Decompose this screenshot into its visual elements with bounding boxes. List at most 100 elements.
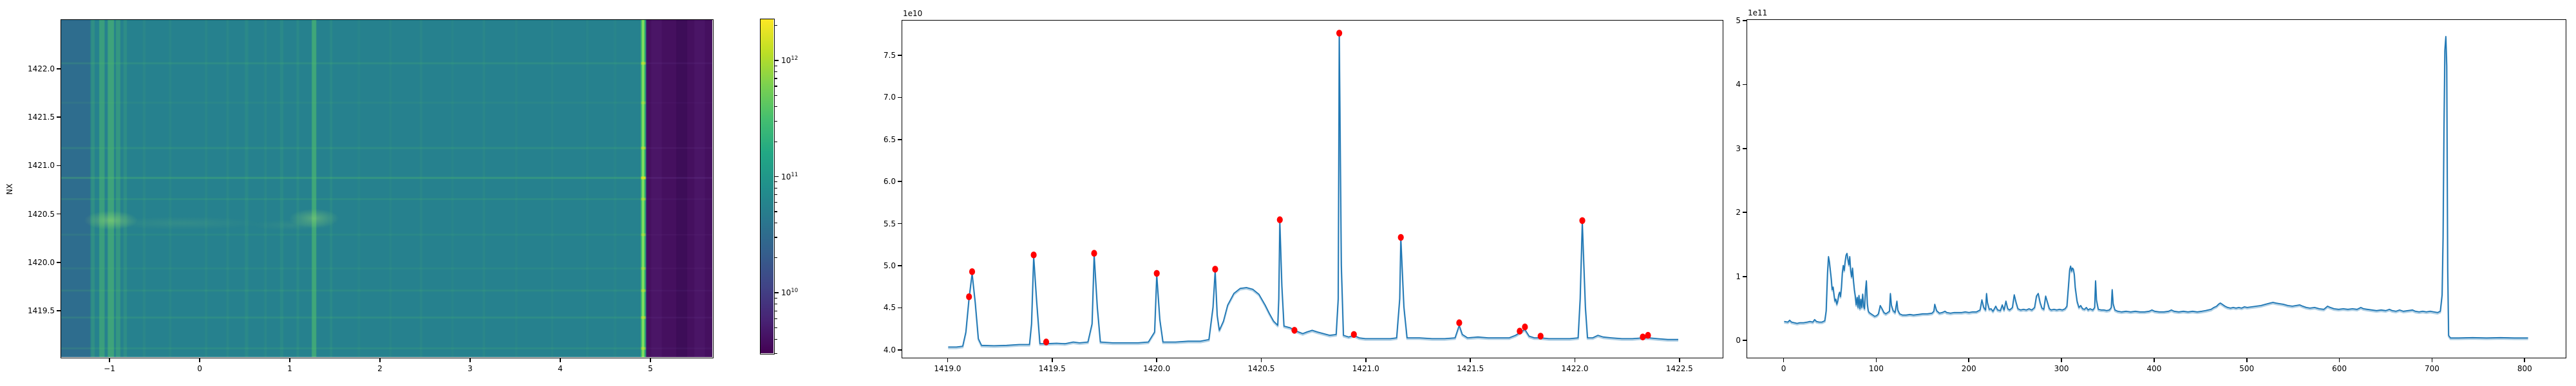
y-tick-label: 1421.0: [28, 161, 55, 170]
x-tick-label: 700: [2424, 364, 2439, 373]
x-tick-mark: [1574, 358, 1576, 362]
spectrum-offset-label: 1e10: [903, 9, 923, 18]
x-tick-label: 200: [1961, 364, 1976, 373]
y-tick-mark: [898, 349, 902, 351]
y-tick-mark: [898, 181, 902, 183]
peak-marker: [1640, 333, 1646, 341]
y-tick-label: 1419.5: [28, 306, 55, 316]
heatmap-image: [61, 20, 712, 357]
y-tick-label: 4: [1736, 80, 1741, 89]
heatmap-panel: [61, 19, 714, 358]
x-tick-label: 4: [558, 364, 563, 373]
x-tick-mark: [1783, 358, 1785, 362]
colorbar-minor-tick: [775, 211, 777, 212]
colorbar-minor-tick: [775, 25, 777, 26]
x-tick-mark: [1365, 358, 1367, 362]
y-tick-label: 6.5: [883, 134, 896, 144]
x-tick-mark: [1968, 358, 1969, 362]
colorbar-minor-tick: [775, 106, 777, 107]
colorbar-exponent: 10: [791, 288, 799, 295]
x-tick-label: 3: [468, 364, 473, 373]
x-tick-mark: [947, 358, 949, 362]
colorbar-minor-tick: [775, 202, 777, 203]
x-tick-mark: [379, 358, 381, 362]
y-tick-label: 0: [1736, 336, 1741, 345]
spectrum-panel: [902, 20, 1723, 358]
x-tick-label: 1422.5: [1665, 364, 1693, 373]
colorbar-tick-label: 1011: [781, 171, 799, 181]
peak-marker: [1336, 30, 1343, 37]
colorbar-minor-tick: [775, 318, 777, 319]
x-tick-mark: [1679, 358, 1680, 362]
x-tick-label: 1419.0: [934, 364, 961, 373]
heatmap-ylabel: NX: [5, 183, 14, 195]
y-tick-mark: [898, 223, 902, 225]
peak-marker: [969, 268, 976, 275]
peak-marker: [1522, 323, 1528, 331]
y-tick-label: 2: [1736, 208, 1741, 217]
x-tick-label: 800: [2517, 364, 2532, 373]
peak-marker: [1291, 327, 1298, 334]
x-tick-label: 2: [377, 364, 383, 373]
y-tick-mark: [1743, 84, 1747, 86]
peak-marker: [1043, 338, 1050, 345]
colorbar-minor-tick: [775, 194, 777, 196]
y-tick-mark: [57, 116, 61, 118]
y-tick-label: 1420.5: [28, 209, 55, 219]
colorbar-minor-tick: [775, 71, 777, 73]
peak-marker: [1212, 266, 1218, 273]
x-tick-mark: [2061, 358, 2062, 362]
peak-marker: [1456, 319, 1463, 327]
y-tick-label: 5.5: [883, 219, 896, 228]
peak-marker: [1091, 250, 1097, 257]
x-tick-label: 500: [2239, 364, 2255, 373]
x-tick-label: 1421.0: [1352, 364, 1379, 373]
colorbar-tick-mark: [775, 176, 779, 178]
x-tick-mark: [1260, 358, 1262, 362]
y-tick-label: 4.0: [883, 345, 896, 354]
x-tick-label: 1: [287, 364, 292, 373]
x-tick-label: 1420.0: [1143, 364, 1171, 373]
y-tick-mark: [898, 96, 902, 98]
y-tick-label: 6.0: [883, 177, 896, 187]
colorbar-tick-mark: [775, 60, 779, 61]
spectrum-plot: [948, 30, 1678, 349]
peak-marker: [1030, 252, 1037, 259]
x-tick-label: −1: [104, 364, 115, 373]
y-tick-mark: [57, 310, 61, 311]
x-tick-mark: [1156, 358, 1157, 362]
colorbar-minor-tick: [775, 181, 777, 183]
colorbar-exponent: 12: [791, 55, 799, 62]
x-tick-mark: [2154, 358, 2155, 362]
colorbar-exponent: 11: [791, 171, 799, 178]
y-tick-mark: [57, 68, 61, 69]
y-tick-label: 4.5: [883, 303, 896, 313]
colorbar-minor-tick: [775, 327, 777, 329]
colorbar-minor-tick: [775, 338, 777, 340]
y-tick-label: 3: [1736, 143, 1741, 153]
x-tick-label: 1422.0: [1561, 364, 1589, 373]
colorbar-tick-label: 1012: [781, 55, 799, 66]
y-tick-label: 7.5: [883, 50, 896, 60]
peak-marker: [1579, 217, 1586, 225]
peak-marker: [1276, 216, 1283, 223]
y-tick-mark: [898, 55, 902, 56]
colorbar: [760, 19, 775, 354]
y-tick-mark: [898, 265, 902, 266]
y-tick-label: 1: [1736, 271, 1741, 281]
x-tick-mark: [650, 358, 651, 362]
colorbar-gradient: [761, 19, 773, 353]
y-tick-mark: [57, 213, 61, 215]
peak-marker: [966, 293, 972, 300]
peak-marker: [1517, 327, 1523, 335]
x-tick-label: 300: [2054, 364, 2069, 373]
y-tick-mark: [1743, 212, 1747, 214]
x-tick-label: 0: [197, 364, 202, 373]
y-tick-mark: [57, 165, 61, 167]
x-tick-label: 0: [1781, 364, 1786, 373]
x-tick-mark: [1051, 358, 1053, 362]
colorbar-tick-label: 1010: [781, 288, 799, 298]
x-tick-mark: [2524, 358, 2526, 362]
timeseries-offset-label: 1e11: [1748, 8, 1768, 17]
